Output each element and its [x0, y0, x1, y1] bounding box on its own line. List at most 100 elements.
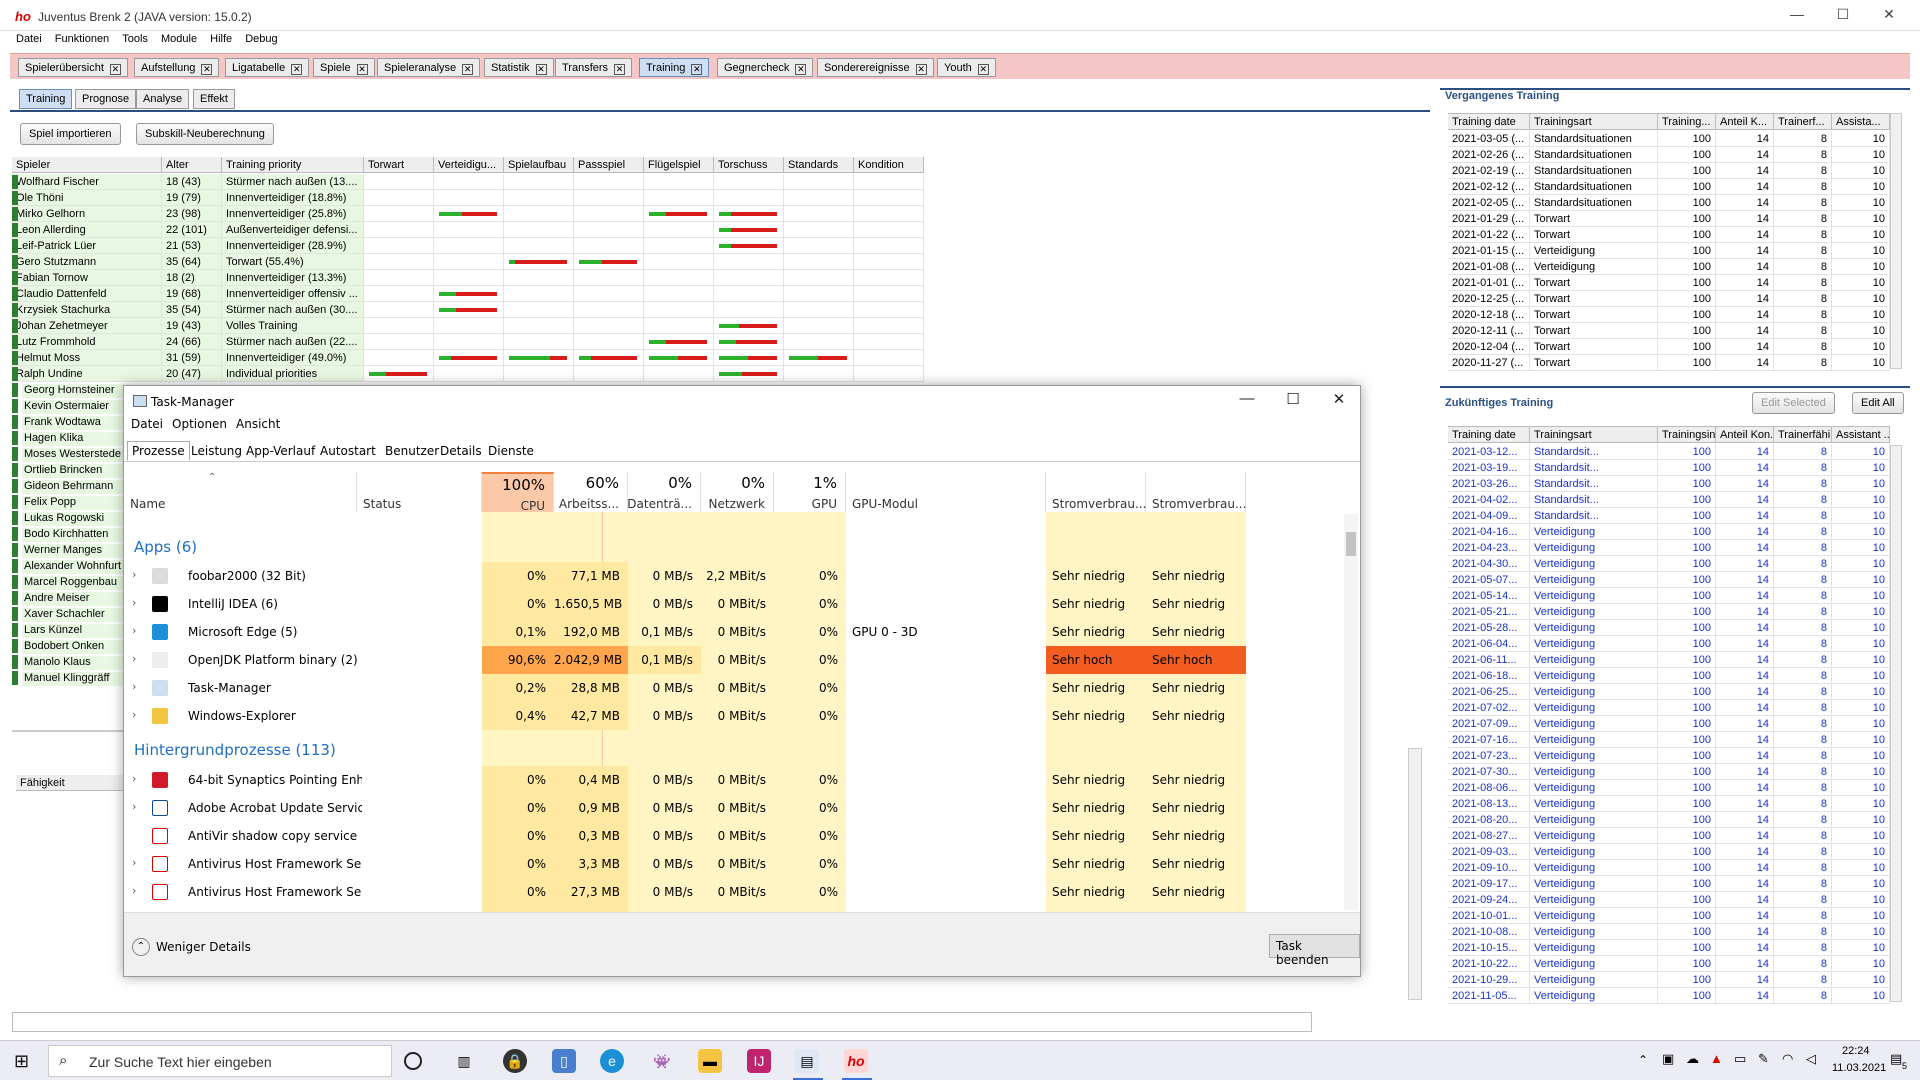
tm-menu-datei[interactable]: Datei — [131, 417, 164, 431]
menu-tools[interactable]: Tools — [122, 33, 148, 45]
past-scrollbar[interactable] — [1890, 113, 1902, 369]
keepass-icon[interactable]: 🔒 — [503, 1049, 527, 1073]
player-name[interactable]: Lars Künzel — [22, 624, 130, 638]
col-header[interactable]: Trainerfähi... — [1774, 426, 1832, 443]
close-tab-icon[interactable]: ✕ — [614, 64, 626, 75]
table-row[interactable]: 2021-08-13... Verteidigung 100 14 8 10 — [1448, 796, 1890, 812]
table-row[interactable]: 2021-01-08 (... Verteidigung 100 14 8 10 — [1448, 259, 1890, 275]
tab-spiele[interactable]: Spiele ✕ — [313, 58, 375, 77]
player-name[interactable]: Moses Westerstede — [22, 448, 130, 462]
tm-menu-optionen[interactable]: Optionen — [172, 417, 228, 431]
table-row[interactable]: 2021-05-14... Verteidigung 100 14 8 10 — [1448, 588, 1890, 604]
background-group-header[interactable]: Hintergrundprozesse (113) — [134, 741, 336, 759]
table-row[interactable]: Lutz Frommhold 24 (66) Stürmer nach außen … — [12, 334, 924, 350]
player-name[interactable]: Lukas Rogowski — [22, 512, 130, 526]
process-row[interactable]: › OpenJDK Platform binary (2) 90,6% 2.042,9… — [124, 646, 1340, 674]
player-name[interactable]: Marcel Roggenbau — [22, 576, 130, 590]
expand-chevron-icon[interactable]: › — [132, 708, 137, 721]
table-row[interactable]: 2021-04-30... Verteidigung 100 14 8 10 — [1448, 556, 1890, 572]
menu-datei[interactable]: Datei — [16, 33, 42, 45]
fewer-details-link[interactable]: Weniger Details — [156, 940, 251, 954]
subtab-analyse[interactable]: Analyse — [136, 89, 190, 109]
table-row[interactable]: 2021-03-05 (... Standardsituationen 100 14 8… — [1448, 131, 1890, 147]
taskmanager-taskbar-icon[interactable]: ▤ — [795, 1049, 819, 1073]
table-row[interactable]: Leon Allerding 22 (101) Außenverteidiger d… — [12, 222, 924, 238]
tm-tab-details[interactable]: Details — [440, 444, 482, 458]
cortana-icon[interactable] — [404, 1052, 422, 1070]
tab-spieleruebersicht[interactable]: Spielerübersicht ✕ — [18, 58, 128, 77]
tray-volume-icon[interactable]: ◁ — [1806, 1051, 1816, 1066]
process-row[interactable]: › foobar2000 (32 Bit) 0% 77,1 MB 0 MB/s 2,2 M… — [124, 562, 1340, 590]
player-name[interactable]: Bodo Kirchhatten — [22, 528, 130, 542]
col-header[interactable]: Assista... — [1832, 113, 1890, 130]
clock-date[interactable]: 11.03.2021 — [1832, 1062, 1887, 1074]
table-row[interactable]: 2021-05-28... Verteidigung 100 14 8 10 — [1448, 620, 1890, 636]
player-name[interactable]: Gideon Behrmann — [22, 480, 130, 494]
table-row[interactable]: 2021-06-11... Verteidigung 100 14 8 10 — [1448, 652, 1890, 668]
tab-training[interactable]: Training ✕ — [639, 58, 710, 77]
close-tab-icon[interactable]: ✕ — [535, 64, 547, 75]
task-view-icon[interactable]: ▥ — [457, 1053, 471, 1069]
table-row[interactable]: Johan Zehetmeyer 19 (43) Volles Training — [12, 318, 924, 334]
table-row[interactable]: 2021-05-21... Verteidigung 100 14 8 10 — [1448, 604, 1890, 620]
tray-antivir-icon[interactable]: ▲ — [1710, 1051, 1723, 1066]
table-row[interactable]: 2021-08-20... Verteidigung 100 14 8 10 — [1448, 812, 1890, 828]
col-power-trend[interactable]: Stromverbrau... — [1146, 472, 1246, 512]
edit-selected-button[interactable]: Edit Selected — [1752, 392, 1835, 414]
tm-tab-app-verlauf[interactable]: App-Verlauf — [246, 444, 316, 458]
player-name[interactable]: Manuel Klinggräff — [22, 672, 130, 686]
table-row[interactable]: 2021-10-22... Verteidigung 100 14 8 10 — [1448, 956, 1890, 972]
col-header[interactable]: Training date — [1448, 426, 1530, 443]
table-row[interactable]: 2021-08-27... Verteidigung 100 14 8 10 — [1448, 828, 1890, 844]
tab-sonderereignisse[interactable]: Sonderereignisse ✕ — [817, 58, 934, 77]
notification-icon[interactable]: ▤ — [1890, 1051, 1903, 1066]
maximize-button[interactable]: ☐ — [1836, 6, 1850, 22]
process-row[interactable]: › Windows-Explorer 0,4% 42,7 MB 0 MB/s 0 MBit… — [124, 702, 1340, 730]
table-row[interactable]: 2021-04-23... Verteidigung 100 14 8 10 — [1448, 540, 1890, 556]
subtab-effekt[interactable]: Effekt — [193, 89, 235, 109]
col-status[interactable]: Status — [357, 472, 482, 512]
player-name[interactable]: Ortlieb Brincken — [22, 464, 130, 478]
table-row[interactable]: 2021-01-01 (... Torwart 100 14 8 10 — [1448, 275, 1890, 291]
windows-start-icon[interactable]: ⊞ — [14, 1051, 30, 1071]
minimize-button[interactable]: — — [1790, 6, 1804, 22]
process-row[interactable]: › IntelliJ IDEA (6) 0% 1.650,5 MB 0 MB/s 0 MB… — [124, 590, 1340, 618]
col-header[interactable]: Trainingsint... — [1658, 426, 1716, 443]
table-row[interactable]: 2020-12-04 (... Torwart 100 14 8 10 — [1448, 339, 1890, 355]
table-row[interactable]: 2021-05-07... Verteidigung 100 14 8 10 — [1448, 572, 1890, 588]
apps-group-header[interactable]: Apps (6) — [134, 538, 198, 556]
table-row[interactable]: 2021-04-02... Standardsit... 100 14 8 10 — [1448, 492, 1890, 508]
close-tab-icon[interactable]: ✕ — [795, 64, 807, 75]
table-row[interactable]: 2021-02-19 (... Standardsituationen 100 14 8… — [1448, 163, 1890, 179]
table-row[interactable]: 2021-04-16... Verteidigung 100 14 8 10 — [1448, 524, 1890, 540]
menu-funktionen[interactable]: Funktionen — [54, 33, 110, 45]
table-row[interactable]: 2021-06-04... Verteidigung 100 14 8 10 — [1448, 636, 1890, 652]
process-row[interactable]: › Task-Manager 0,2% 28,8 MB 0 MB/s 0 MBit/s 0%… — [124, 674, 1340, 702]
close-tab-icon[interactable]: ✕ — [201, 64, 213, 75]
table-row[interactable]: Claudio Dattenfeld 19 (68) Innenverteidige… — [12, 286, 924, 302]
close-tab-icon[interactable]: ✕ — [291, 64, 303, 75]
table-row[interactable]: 2021-02-12 (... Standardsituationen 100 14 8… — [1448, 179, 1890, 195]
col-verteidigung[interactable]: Verteidigu... — [434, 157, 504, 173]
tab-transfers[interactable]: Transfers ✕ — [555, 58, 633, 77]
table-row[interactable]: Ralph Undine 20 (47) Individual priorities — [12, 366, 924, 382]
table-row[interactable]: 2021-09-03... Verteidigung 100 14 8 10 — [1448, 844, 1890, 860]
subtab-training[interactable]: Training — [19, 89, 73, 109]
expand-chevron-icon[interactable]: › — [132, 680, 137, 693]
table-row[interactable]: 2021-08-06... Verteidigung 100 14 8 10 — [1448, 780, 1890, 796]
tab-youth[interactable]: Youth ✕ — [937, 58, 996, 77]
search-box[interactable]: ⌕ Zur Suche Text hier eingeben — [48, 1045, 392, 1077]
table-row[interactable]: 2021-07-16... Verteidigung 100 14 8 10 — [1448, 732, 1890, 748]
expand-chevron-icon[interactable]: › — [132, 772, 137, 785]
edge-icon[interactable]: e — [600, 1049, 624, 1073]
expand-chevron-icon[interactable]: › — [132, 800, 137, 813]
table-row[interactable]: 2021-03-19... Standardsit... 100 14 8 10 — [1448, 460, 1890, 476]
table-row[interactable]: 2021-03-26... Standardsit... 100 14 8 10 — [1448, 476, 1890, 492]
col-network[interactable]: 0% Netzwerk — [701, 472, 774, 512]
task-manager-window[interactable]: Task-Manager — ☐ ✕ Datei Optionen Ansich… — [123, 385, 1361, 977]
player-name[interactable]: Werner Manges — [22, 544, 130, 558]
clock-time[interactable]: 22:24 — [1842, 1045, 1870, 1057]
expand-chevron-icon[interactable]: › — [132, 596, 137, 609]
col-name[interactable]: ⌃ Name — [124, 472, 357, 512]
import-game-button[interactable]: Spiel importieren — [20, 123, 121, 145]
